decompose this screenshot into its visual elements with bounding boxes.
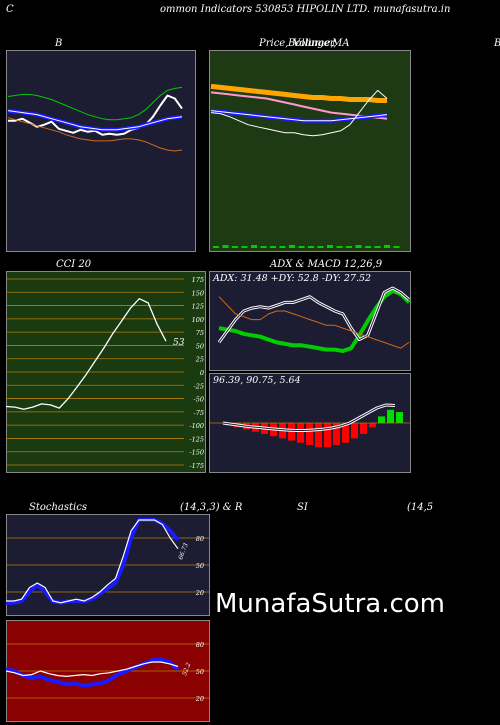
rsi-last-value: 52.2	[181, 662, 192, 677]
stoch-tick-label: 80	[196, 535, 204, 543]
cci-last-value: 53	[173, 338, 185, 348]
macd-histogram-bar	[369, 423, 376, 428]
volume-bar	[279, 246, 286, 248]
bollinger-series-orange	[7, 117, 183, 152]
volume-bar	[260, 246, 267, 248]
volume-bar	[251, 245, 257, 248]
stoch-title: Stochastics	[29, 502, 87, 513]
stoch-tick-label: 50	[196, 562, 204, 570]
macd-values-label: 96.39, 90.75, 5.64	[213, 375, 301, 386]
cci-tick-label: -100	[189, 422, 204, 430]
panel-background	[209, 50, 411, 252]
volume-bar	[327, 245, 333, 248]
bollinger-right-title: Bollinger,	[288, 38, 337, 49]
bollinger-panel	[6, 50, 196, 252]
volume-bar	[289, 245, 295, 248]
bollinger-title: B	[55, 38, 63, 49]
macd-histogram-bar	[387, 409, 394, 423]
cci-tick-label: 50	[196, 342, 204, 350]
bollinger-band-blue-core	[7, 110, 183, 131]
cci-tick-label: 150	[192, 289, 204, 297]
volume-bar	[355, 245, 362, 248]
right-edge-title: B	[494, 38, 500, 49]
macd-histogram-bar	[324, 423, 331, 448]
rsi-tick-label: 20	[195, 695, 204, 703]
stoch-k-line	[6, 519, 179, 604]
panel-background	[6, 50, 196, 252]
volume-bar	[365, 246, 371, 248]
cci-title: CCI 20	[56, 259, 92, 270]
volume-bar	[213, 246, 219, 248]
cci-tick-label: -125	[189, 435, 204, 443]
rsi-params: (14,5	[407, 502, 434, 513]
cci-tick-label: -75	[194, 409, 204, 417]
volume-bar	[222, 245, 229, 248]
volume-bar	[232, 246, 238, 248]
volume-bar	[308, 246, 314, 248]
macd-histogram-bar	[378, 416, 385, 423]
price-series-white	[210, 89, 388, 137]
rsi-tick-label: 80	[196, 641, 204, 649]
volume-bar	[298, 246, 305, 248]
macd-histogram-bar	[351, 423, 358, 439]
macd-histogram-bar	[396, 412, 403, 423]
cci-tick-label: 125	[192, 303, 204, 311]
macd-line-core	[222, 404, 396, 431]
rsi-title: SI	[297, 502, 308, 513]
price-title: Price,	[259, 38, 289, 49]
header-left-letter: C	[6, 4, 14, 15]
cci-tick-label: 100	[192, 316, 204, 324]
stoch-params: (14,3,3) & R	[180, 502, 243, 513]
volume-bar	[393, 246, 400, 248]
minus-di-line	[218, 296, 410, 349]
macd-panel	[209, 373, 411, 473]
price-series-pink	[210, 91, 388, 120]
cci-tick-label: 175	[192, 276, 204, 284]
macd-histogram-bar	[288, 423, 295, 441]
rsi-panel: 80 50 20 52.2	[6, 620, 210, 722]
cci-tick-label: -150	[189, 449, 204, 457]
cci-tick-label: 25	[195, 356, 204, 364]
rsi-tick-label: 50	[196, 668, 204, 676]
macd-histogram-bar	[342, 423, 349, 443]
volume-bar	[336, 246, 343, 248]
cci-tick-label: 75	[196, 329, 204, 337]
adx-values-label: ADX: 31.48 +DY: 52.8 -DY: 27.52	[213, 273, 372, 284]
adx-macd-title: ADX & MACD 12,26,9	[270, 259, 383, 270]
panel-background	[209, 271, 411, 371]
cci-tick-label: -50	[194, 396, 204, 404]
volume-title: Volume,	[293, 38, 334, 49]
volume-bar	[270, 246, 276, 248]
bollinger-series-green	[7, 86, 183, 121]
volume-bar	[317, 246, 324, 248]
cci-tick-label: 0	[200, 369, 204, 377]
cci-panel: 175 150 125 100 75 50 25 0 -25 -50 -75 -100 -125 -150…	[6, 271, 206, 473]
cci-line	[6, 298, 167, 410]
stoch-tick-label: 20	[195, 589, 204, 597]
rsi-line	[6, 661, 179, 678]
volume-bar	[384, 245, 390, 248]
volume-bar	[241, 246, 248, 248]
rsi-signal-line	[6, 657, 180, 688]
price-ma-orange	[210, 83, 387, 103]
cci-tick-label: -25	[194, 382, 204, 390]
header-title: ommon Indicators 530853 HIPOLIN LTD. mun…	[160, 4, 451, 15]
volume-bar	[346, 246, 352, 248]
macd-histogram-bar	[297, 423, 304, 443]
adx-panel	[209, 271, 411, 371]
plus-di-line-core	[218, 287, 410, 343]
cci-tick-label: -175	[189, 462, 204, 470]
macd-histogram-bar	[306, 423, 313, 445]
macd-histogram-bar	[360, 423, 367, 434]
macd-histogram-bar	[333, 423, 340, 445]
price-band-blue-core	[210, 110, 388, 122]
macd-histogram-bar	[315, 423, 322, 448]
volume-bar	[374, 246, 381, 248]
watermark: MunafaSutra.com	[215, 589, 446, 619]
price-panel	[209, 50, 411, 252]
ma-title: MA	[332, 38, 350, 49]
